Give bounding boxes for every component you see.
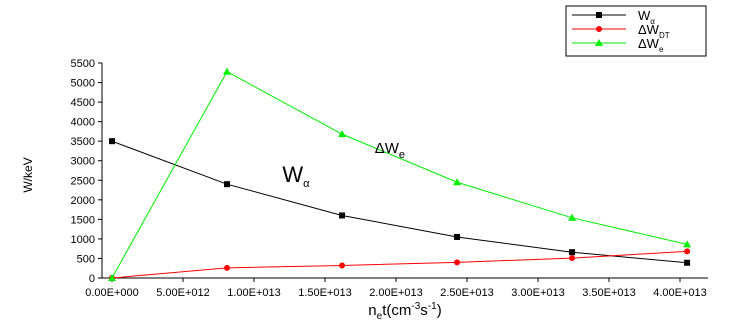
series-circle — [109, 248, 691, 281]
annotation-wa: Wα — [282, 162, 310, 190]
x-tick-label: 1.50E+013 — [298, 287, 352, 299]
legend-label: ΔWDT — [638, 22, 670, 40]
x-tick-label: 0.00E+000 — [85, 287, 139, 299]
data-point — [454, 259, 461, 266]
data-point — [569, 255, 576, 262]
y-tick-label: 3000 — [71, 156, 95, 168]
axes: 0 500 1000 1500 2000 2500 3000 3500 4000 4500 5000… — [71, 58, 708, 299]
annotation-dwe: ΔWe — [375, 140, 405, 161]
series-triangle — [108, 67, 692, 281]
series-line — [111, 70, 688, 279]
data-point — [568, 213, 577, 221]
data-point — [569, 249, 576, 256]
legend-marker — [595, 39, 603, 46]
y-tick-label: 2500 — [71, 175, 95, 187]
y-tick-label: 5500 — [71, 58, 95, 70]
series-line — [111, 250, 688, 279]
data-point — [338, 130, 347, 138]
series-square — [109, 138, 691, 266]
data-point — [454, 233, 461, 240]
data-point — [453, 178, 462, 186]
legend-label: ΔWe — [638, 36, 664, 54]
x-tick-label: 3.00E+013 — [511, 287, 565, 299]
x-tick-label: 1.00E+013 — [227, 287, 281, 299]
legend-marker — [596, 12, 602, 18]
data-point — [339, 262, 346, 269]
y-tick-label: 1000 — [71, 234, 95, 246]
data-point — [684, 248, 691, 255]
data-point — [684, 259, 691, 266]
y-tick-label: 4000 — [71, 117, 95, 129]
data-point — [224, 264, 231, 271]
y-tick-label: 2000 — [71, 195, 95, 207]
y-tick-label: 5000 — [71, 78, 95, 90]
y-axis-title: W/keV — [21, 157, 35, 192]
y-tick-label: 4500 — [71, 97, 95, 109]
data-point — [108, 274, 116, 281]
y-tick-label: 3500 — [71, 136, 95, 148]
y-tick-label: 1500 — [71, 214, 95, 226]
x-tick-label: 4.00E+013 — [653, 287, 707, 299]
data-point — [339, 212, 346, 219]
series-line — [111, 140, 688, 264]
data-point — [223, 67, 232, 75]
legend-label: Wα — [638, 8, 655, 26]
y-tick-label: 0 — [89, 273, 95, 285]
plot-area — [108, 67, 692, 281]
x-axis-title: net(cm-3s-1) — [368, 301, 441, 322]
x-tick-label: 2.00E+013 — [369, 287, 423, 299]
x-tick-label: 5.00E+012 — [156, 287, 210, 299]
x-tick-label: 3.50E+013 — [582, 287, 636, 299]
y-tick-label: 500 — [77, 253, 95, 265]
data-point — [224, 181, 231, 188]
x-tick-label: 2.50E+013 — [440, 287, 494, 299]
data-point — [109, 138, 115, 145]
data-point — [683, 240, 692, 248]
legend-marker — [596, 26, 602, 32]
